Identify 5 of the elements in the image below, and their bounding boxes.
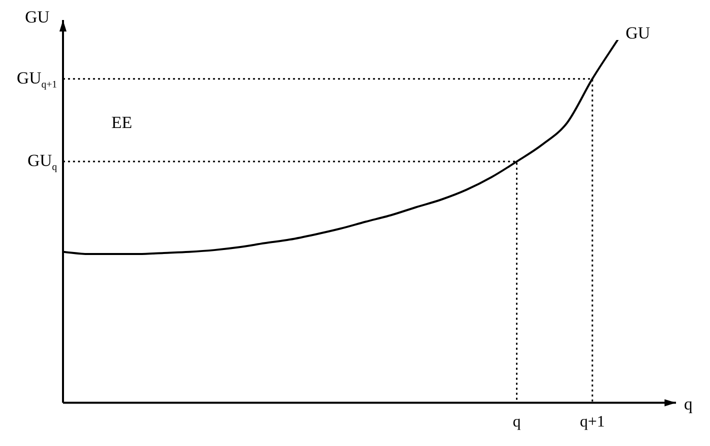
annotation: EE [111, 112, 132, 132]
series-label: GU [626, 23, 650, 42]
x-axis-title: q [684, 394, 693, 414]
y-axis-title: GU [25, 7, 50, 26]
x-tick-label: q+1 [580, 414, 605, 431]
